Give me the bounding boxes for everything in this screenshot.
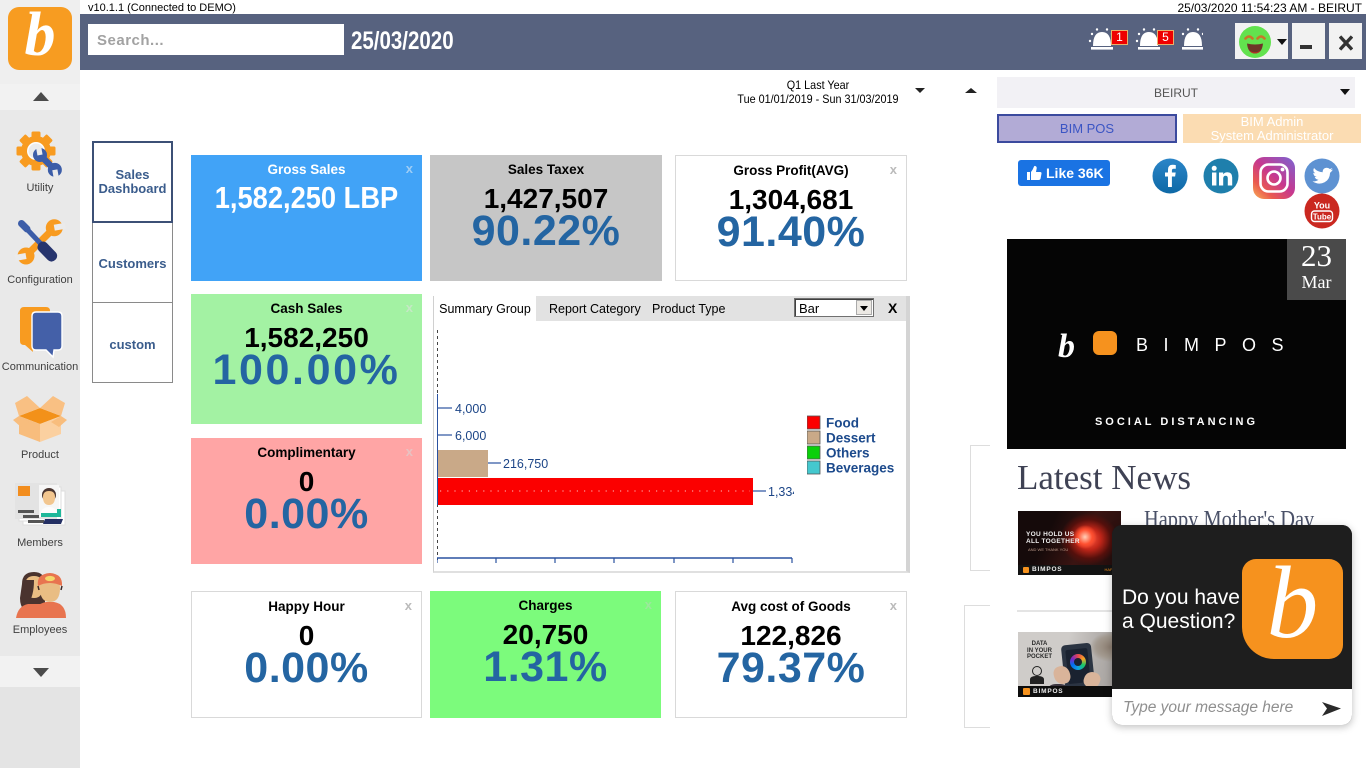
svg-text:6,000: 6,000 bbox=[455, 429, 486, 443]
svg-text:Food: Food bbox=[826, 416, 859, 431]
svg-text:Dessert: Dessert bbox=[826, 431, 876, 446]
svg-text:Beverages: Beverages bbox=[826, 461, 894, 476]
svg-text:You: You bbox=[1314, 201, 1330, 211]
svg-text:1,334,500: 1,334,500 bbox=[768, 485, 794, 499]
svg-text:216,750: 216,750 bbox=[503, 457, 548, 471]
svg-text:Others: Others bbox=[826, 446, 870, 461]
svg-text:4,000: 4,000 bbox=[455, 402, 486, 416]
svg-text:Tube: Tube bbox=[1313, 213, 1332, 222]
